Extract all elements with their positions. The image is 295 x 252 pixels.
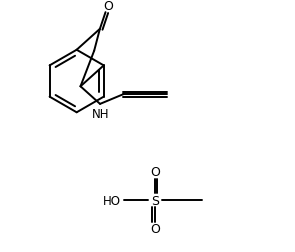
Text: S: S [151, 194, 159, 207]
Text: NH: NH [92, 108, 110, 121]
Text: O: O [150, 222, 160, 235]
Text: O: O [150, 166, 160, 179]
Text: O: O [103, 0, 113, 13]
Text: HO: HO [103, 194, 121, 207]
